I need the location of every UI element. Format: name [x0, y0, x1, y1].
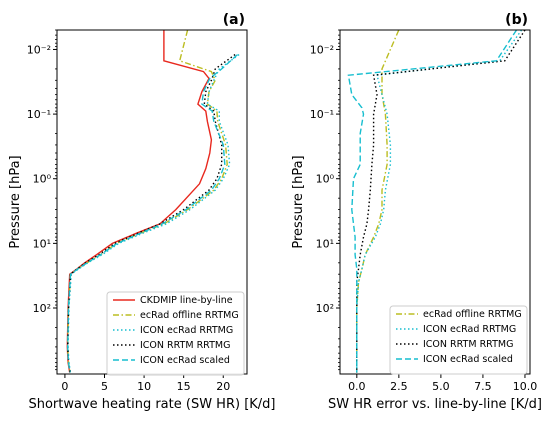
y-tick-label: 10² [316, 302, 334, 315]
series-line-icon-ecrad-rrtmg [67, 54, 240, 373]
legend-entry-label: ICON RRTM RRTMG [423, 339, 513, 350]
x-tick-label: 2.5 [390, 380, 408, 393]
legend-entry-label: ICON ecRad RRTMG [423, 324, 516, 335]
legend-entry-label: CKDMIP line-by-line [140, 295, 233, 306]
ticks-b: 0.0 2.5 5.0 7.5 10.0 10⁻² 10⁻¹ 10⁰ 10¹ 10² [310, 29, 538, 393]
legend-entry-label: ICON RRTM RRTMG [140, 340, 230, 351]
y-tick-label: 10⁰ [316, 173, 335, 186]
y-axis-label-b: Pressure [hPa] [291, 155, 306, 248]
panel-b: 0.0 2.5 5.0 7.5 10.0 10⁻² 10⁻¹ 10⁰ 10¹ 10² (b) SW… [291, 12, 542, 412]
legend-box [389, 305, 528, 375]
series-line-icon-ecrad-scaled [347, 30, 518, 373]
x-tick-label: 10.0 [513, 380, 538, 393]
y-tick-label: 10⁻² [310, 43, 334, 56]
x-tick-label: 7.5 [474, 380, 492, 393]
legend-box [106, 291, 245, 376]
x-tick-label: 5.0 [432, 380, 450, 393]
series-line-ecrad-offline-rrtmg [356, 30, 400, 373]
y-tick-label: 10⁻² [27, 43, 51, 56]
y-axis-label-a: Pressure [hPa] [8, 155, 23, 248]
panel-label-b: (b) [505, 12, 528, 28]
legend-entry-label: ICON ecRad scaled [140, 355, 230, 366]
y-tick-label: 10⁻¹ [310, 108, 334, 121]
legend-entry-label: ICON ecRad RRTMG [140, 325, 233, 336]
x-tick-label: 0 [61, 380, 68, 393]
legend-entry-label: ICON ecRad scaled [423, 354, 513, 365]
legend-a: CKDMIP line-by-line ecRad offline RRTMG IC… [106, 291, 245, 376]
y-tick-label: 10¹ [33, 237, 51, 250]
x-tick-label: 0.0 [348, 380, 366, 393]
legend-entry-label: ecRad offline RRTMG [140, 310, 239, 321]
x-tick-label: 20 [216, 380, 230, 393]
series-line-icon-ecrad-scaled [66, 54, 238, 373]
x-tick-label: 15 [177, 380, 191, 393]
x-axis-label-a: Shortwave heating rate (SW HR) [K/d] [28, 397, 275, 412]
series-line-ckdmip-line-by-line [66, 30, 213, 373]
y-tick-label: 10² [33, 302, 51, 315]
y-tick-label: 10⁰ [33, 173, 52, 186]
panel-a: 0 5 10 15 20 10⁻² 10⁻¹ 10⁰ 10¹ 10² (a) Shortwave … [8, 12, 276, 412]
series-layer-a [66, 30, 240, 373]
legend-entry-label: ecRad offline RRTMG [423, 309, 522, 320]
legend-b: ecRad offline RRTMG ICON ecRad RRTMG ICON … [389, 305, 528, 375]
ticks-a: 0 5 10 15 20 10⁻² 10⁻¹ 10⁰ 10¹ 10² [27, 29, 230, 393]
x-tick-label: 10 [137, 380, 151, 393]
y-tick-label: 10¹ [316, 237, 334, 250]
x-tick-label: 5 [101, 380, 108, 393]
panel-label-a: (a) [223, 12, 245, 28]
series-layer-b [347, 30, 526, 373]
y-tick-label: 10⁻¹ [27, 108, 51, 121]
series-line-icon-rrtm-rrtmg [66, 54, 236, 373]
x-axis-label-b: SW HR error vs. line-by-line [K/d] [328, 397, 542, 412]
series-line-icon-ecrad-rrtmg [356, 30, 523, 373]
